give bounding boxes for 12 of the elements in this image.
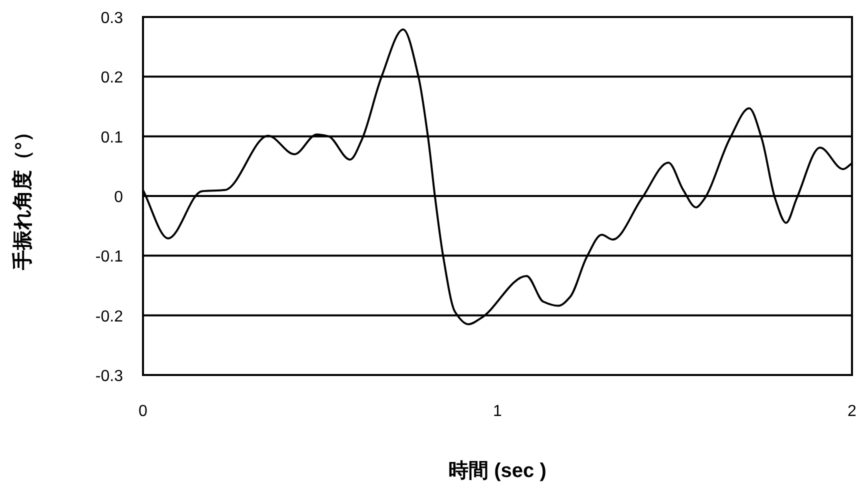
x-tick-label: 1 <box>493 403 502 420</box>
y-tick-label: -0.2 <box>95 308 124 326</box>
x-tick-label: 0 <box>138 403 148 420</box>
x-tick-label: 2 <box>848 403 857 420</box>
y-tick-label: 0 <box>114 189 124 206</box>
y-tick-label: 0.3 <box>100 10 124 27</box>
y-tick-label: -0.3 <box>95 368 124 385</box>
y-tick-label: 0.1 <box>100 129 124 146</box>
x-axis-title: 時間 (sec ) <box>448 460 546 482</box>
y-axis-title: 手振れ角度（°） <box>11 122 34 271</box>
y-tick-label: -0.1 <box>95 248 124 266</box>
y-tick-label: 0.2 <box>100 70 124 87</box>
